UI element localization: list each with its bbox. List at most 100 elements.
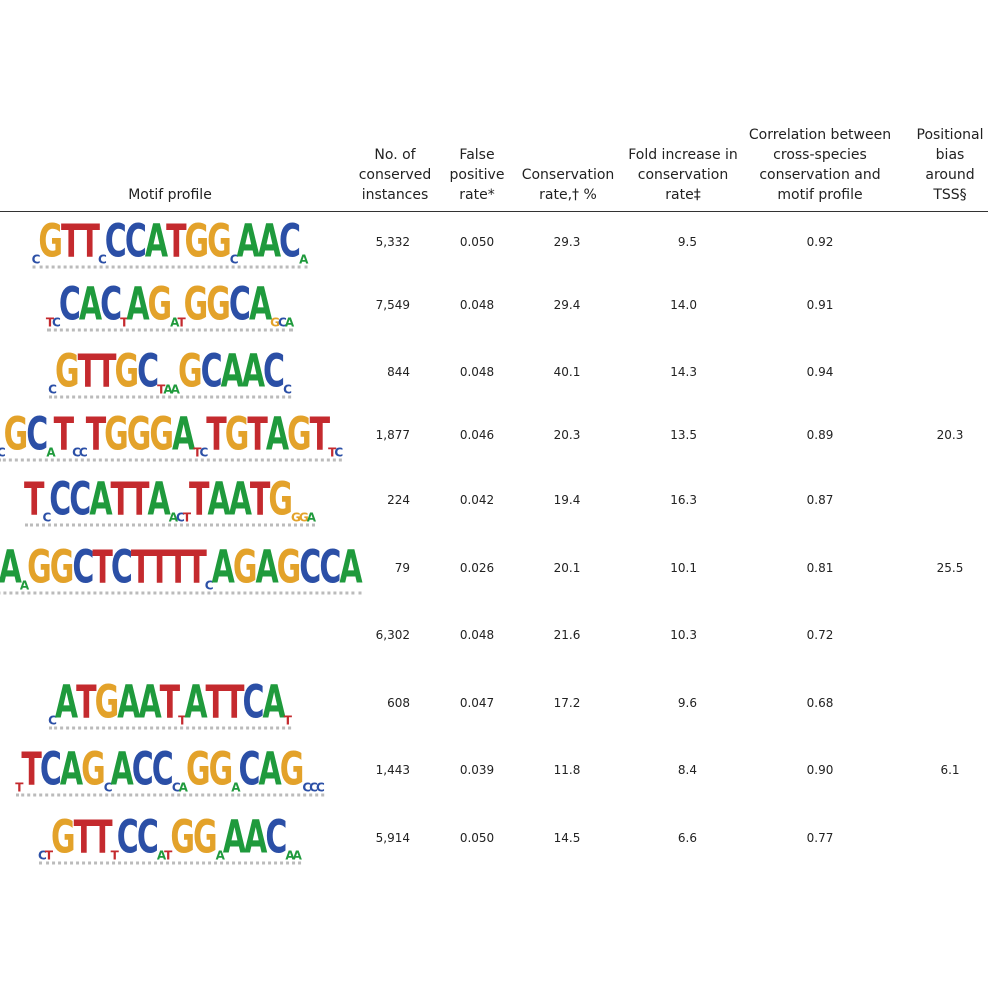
cell-corr: 0.77 bbox=[806, 831, 834, 845]
logo-letter: a bbox=[170, 382, 180, 397]
logo-letter: T bbox=[21, 744, 42, 797]
logo-letter: A bbox=[241, 346, 266, 399]
logo-letter: T bbox=[129, 474, 150, 527]
logo-letter: t bbox=[177, 315, 186, 330]
logo-letter: c bbox=[199, 445, 209, 460]
logo-letter: g bbox=[270, 315, 281, 330]
cell-corr: 0.90 bbox=[806, 763, 834, 777]
cell-corr: 0.91 bbox=[806, 298, 834, 312]
logo-letter: C bbox=[263, 346, 286, 399]
logo-letter: T bbox=[159, 677, 181, 730]
motif-logo: cGTTGCtaaGCAACc bbox=[48, 346, 292, 399]
logo-letter: G bbox=[94, 677, 120, 730]
logo-letter: a bbox=[163, 382, 173, 397]
motif-logo: tTCAGcACCcaGGaCAGccc bbox=[15, 744, 325, 797]
logo-letter: A bbox=[228, 474, 252, 527]
logo-letter: c bbox=[334, 445, 344, 460]
logo-letter: a bbox=[285, 848, 295, 863]
logo-letter: C bbox=[100, 279, 123, 332]
logo-letter: C bbox=[319, 542, 342, 595]
cell-bias: 6.1 bbox=[940, 763, 960, 777]
column-header: Motif profile bbox=[128, 187, 212, 203]
cell-bias: 20.3 bbox=[936, 428, 964, 442]
cell-instances: 5,914 bbox=[375, 831, 410, 845]
cell-instances: 6,302 bbox=[375, 628, 410, 642]
cell-fold: 9.6 bbox=[677, 696, 697, 710]
cell-cons: 20.3 bbox=[553, 428, 581, 442]
logo-letter: c bbox=[204, 578, 214, 593]
logo-letter: t bbox=[164, 848, 173, 863]
cell-cons: 29.4 bbox=[553, 298, 581, 312]
logo-letter: G bbox=[104, 409, 129, 462]
logo-letter: t bbox=[110, 848, 119, 863]
logo-letter: t bbox=[44, 848, 54, 863]
cell-corr: 0.89 bbox=[806, 428, 834, 442]
cell-corr: 0.94 bbox=[806, 365, 834, 379]
logo-letter: c bbox=[278, 315, 287, 330]
logo-letter: t bbox=[178, 713, 187, 728]
motif-logo: cGCaTccTGGGAtcTGTAGTtc bbox=[0, 409, 344, 462]
motif-logo: tcCACtAGatGGCAgca bbox=[46, 279, 294, 332]
logo-letter: c bbox=[48, 382, 57, 397]
cell-fold: 13.5 bbox=[670, 428, 697, 442]
logo-letter: c bbox=[38, 848, 47, 863]
logo-letter: c bbox=[283, 382, 292, 397]
motif-logo: cGTTcCCATGGcAACa bbox=[31, 216, 308, 269]
logo-letter: T bbox=[166, 216, 187, 269]
cell-fpr: 0.042 bbox=[459, 493, 495, 507]
logo-letter: A bbox=[258, 744, 282, 797]
logo-letter: C bbox=[26, 409, 49, 462]
logo-letter: C bbox=[72, 542, 95, 595]
logo-letter: T bbox=[53, 409, 75, 462]
logo-letter: c bbox=[31, 252, 41, 267]
logo-letter: C bbox=[279, 216, 302, 269]
logo-letter: G bbox=[54, 346, 80, 399]
logo-letter: a bbox=[292, 848, 302, 863]
logo-letter: G bbox=[126, 409, 152, 462]
column-header: False positive rate* bbox=[449, 147, 505, 203]
cell-cons: 20.1 bbox=[553, 561, 581, 575]
cell-instances: 844 bbox=[387, 365, 410, 379]
logo-letter: C bbox=[69, 474, 92, 527]
cell-instances: 224 bbox=[387, 493, 410, 507]
logo-letter: G bbox=[279, 744, 305, 797]
logo-letter: T bbox=[224, 677, 245, 730]
logo-letter: G bbox=[3, 409, 29, 462]
logo-letter: A bbox=[0, 546, 1, 592]
logo-letter: T bbox=[189, 474, 210, 527]
logo-letter: C bbox=[137, 346, 160, 399]
logo-letter: T bbox=[149, 542, 170, 595]
logo-letter: c bbox=[72, 445, 81, 460]
cell-fold: 6.6 bbox=[677, 831, 697, 845]
logo-letter: C bbox=[228, 279, 251, 332]
logo-letter: t bbox=[120, 315, 129, 330]
logo-letter: c bbox=[52, 315, 61, 330]
logo-letter: a bbox=[19, 578, 30, 593]
logo-letter: c bbox=[97, 252, 107, 267]
logo-letter: A bbox=[211, 542, 235, 595]
cell-fpr: 0.050 bbox=[459, 235, 495, 249]
cell-fold: 10.1 bbox=[670, 561, 697, 575]
cell-instances: 5,332 bbox=[375, 235, 410, 249]
column-header: Conservation rate,† % bbox=[521, 167, 615, 203]
logo-letter: T bbox=[73, 812, 95, 865]
logo-letter: G bbox=[177, 346, 203, 399]
logo-letter: t bbox=[157, 382, 166, 397]
cell-corr: 0.92 bbox=[806, 235, 834, 249]
logo-letter: A bbox=[89, 474, 113, 527]
logo-letter: A bbox=[262, 677, 286, 730]
logo-letter: A bbox=[339, 542, 363, 595]
cell-bias: 25.5 bbox=[936, 561, 964, 575]
logo-letter: g bbox=[291, 510, 301, 525]
cell-fold: 9.5 bbox=[677, 235, 697, 249]
logo-letter: C bbox=[58, 279, 81, 332]
logo-letter: A bbox=[207, 474, 231, 527]
cell-instances: 608 bbox=[387, 696, 410, 710]
motif-logo: AAaGGCTCTTTTcAGAGCCA bbox=[0, 542, 363, 595]
logo-letter: G bbox=[232, 542, 258, 595]
logo-letter: c bbox=[229, 252, 239, 267]
logo-letter: t bbox=[328, 445, 337, 460]
cell-instances: 79 bbox=[394, 561, 410, 575]
logo-letter: A bbox=[110, 744, 134, 797]
